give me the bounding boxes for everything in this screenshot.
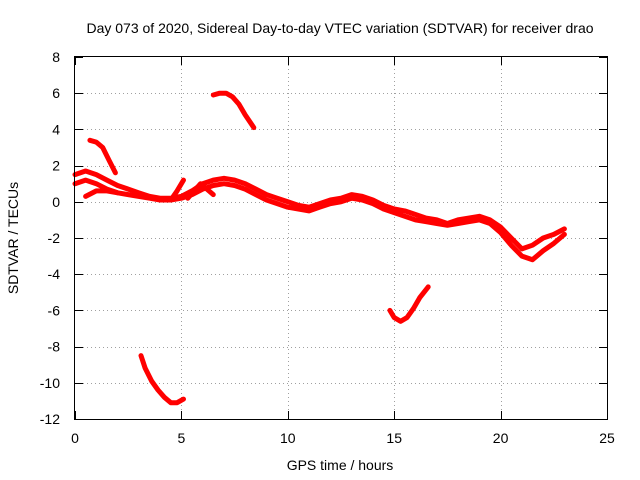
series-branch-mid-bump: [185, 181, 216, 201]
series-arc-top: [210, 90, 257, 131]
series-branch-early-high: [87, 137, 118, 176]
y-tick-label: 8: [52, 49, 60, 65]
y-tick-label: -2: [48, 230, 61, 246]
x-axis-label: GPS time / hours: [287, 457, 394, 473]
data-series: [72, 90, 567, 406]
y-tick-label: 0: [52, 194, 60, 210]
y-tick-label: -8: [48, 339, 61, 355]
y-tick-label: 2: [52, 158, 60, 174]
y-axis: -12 -10 -8 -6 -4 -2 0 2 4 6 8: [40, 49, 607, 427]
series-arc-bottom-right: [387, 284, 431, 324]
series-branch-rise-5: [168, 177, 186, 203]
x-tick-label: 25: [599, 430, 615, 446]
y-tick-label: -12: [40, 411, 60, 427]
x-tick-label: 5: [178, 430, 186, 446]
y-axis-label: SDTVAR / TECUs: [5, 182, 21, 294]
x-tick-label: 15: [386, 430, 402, 446]
grid-lines: [75, 57, 607, 419]
x-tick-label: 20: [493, 430, 509, 446]
y-tick-label: 6: [52, 85, 60, 101]
series-branch-low-dip: [83, 188, 121, 199]
x-tick-label: 10: [280, 430, 296, 446]
x-tick-label: 0: [71, 430, 79, 446]
y-tick-label: 4: [52, 121, 60, 137]
y-tick-label: -10: [40, 375, 60, 391]
plot-frame: [74, 56, 608, 420]
y-tick-label: -4: [48, 266, 61, 282]
series-main-band-b: [72, 177, 567, 263]
y-tick-label: -6: [48, 302, 61, 318]
chart-title: Day 073 of 2020, Sidereal Day-to-day VTE…: [86, 20, 593, 36]
x-axis: 0 5 10 15 20 25: [71, 57, 615, 446]
series-arc-bottom-left: [138, 353, 186, 406]
